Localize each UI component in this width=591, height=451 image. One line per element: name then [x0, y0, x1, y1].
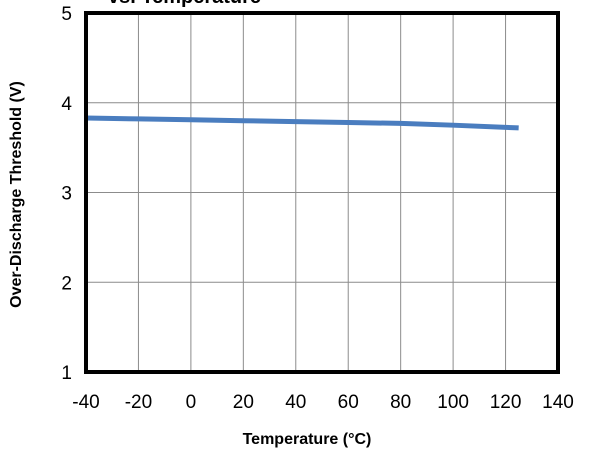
- x-tick-label: 120: [490, 392, 522, 413]
- x-axis-title: Temperature (°C): [243, 431, 372, 448]
- y-axis-title: Over-Discharge Threshold (V): [8, 81, 25, 308]
- y-tick-label: 1: [61, 363, 72, 384]
- x-tick-label: 100: [437, 392, 469, 413]
- series-layer: [85, 115, 519, 131]
- y-tick-label: 5: [61, 4, 72, 25]
- x-tick-label: 0: [186, 392, 197, 413]
- chart-title: vs. Temperature: [108, 0, 261, 8]
- x-tick-label: 40: [285, 392, 306, 413]
- x-tick-label: 140: [542, 392, 574, 413]
- plot-frame: [84, 11, 560, 374]
- x-tick-label: 80: [390, 392, 411, 413]
- y-tick-label: 4: [61, 94, 72, 115]
- series-line-0: [85, 115, 519, 131]
- y-tick-labels: 1 2 3 4 5: [61, 4, 72, 384]
- x-tick-label: -20: [125, 392, 152, 413]
- x-tick-label: -40: [72, 392, 99, 413]
- x-tick-label: 20: [233, 392, 254, 413]
- y-tick-label: 2: [61, 273, 72, 294]
- x-tick-label: 60: [338, 392, 359, 413]
- x-tick-labels: -40 -20 0 20 40 60 80 100 120 140: [72, 392, 574, 413]
- y-tick-label: 3: [61, 184, 72, 205]
- grid: [85, 12, 559, 373]
